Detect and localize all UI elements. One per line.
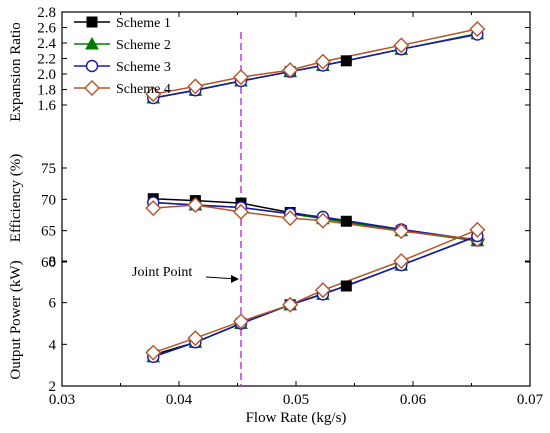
data-point-panel2-scheme1 — [340, 215, 352, 227]
y-axis-title: Output Power (kW) — [8, 260, 24, 379]
legend-label: Scheme 1 — [116, 16, 171, 31]
joint-point-label: Joint Point — [132, 265, 192, 280]
y-axis-title: Expansion Ratio — [8, 22, 24, 122]
data-point-panel1-scheme4 — [233, 69, 249, 86]
series-line-panel1-scheme3 — [153, 33, 478, 99]
data-point-panel1-scheme4 — [393, 37, 410, 54]
data-point-panel1-scheme4 — [282, 62, 299, 79]
legend-label: Scheme 3 — [116, 60, 171, 75]
y-tick-label: 4 — [49, 337, 57, 353]
data-point-panel1-scheme4 — [469, 21, 486, 38]
data-point-panel3-scheme4 — [314, 282, 331, 299]
data-point-panel2-scheme4 — [314, 212, 331, 229]
y-tick-label: 1.8 — [37, 83, 56, 99]
y-tick-label: 2.4 — [37, 36, 56, 52]
legend-marker — [84, 80, 100, 96]
data-point-panel1-scheme1 — [340, 55, 352, 67]
y-tick-label: 65 — [41, 224, 56, 240]
data-point-panel3-scheme4 — [469, 221, 486, 238]
y-axis-title: Efficiency (%) — [8, 154, 24, 242]
data-point-panel2-scheme4 — [393, 223, 410, 240]
legend-label: Scheme 2 — [116, 38, 171, 53]
data-point-panel3-scheme1 — [340, 280, 352, 292]
x-tick-label: 0.06 — [400, 392, 427, 408]
legend-marker — [86, 16, 98, 28]
data-point-panel2-scheme4 — [145, 200, 162, 217]
legend-marker — [85, 36, 99, 50]
y-tick-label: 2 — [49, 379, 57, 395]
data-point-panel3-scheme4 — [145, 344, 162, 361]
x-tick-label: 0.04 — [166, 392, 193, 408]
data-point-panel3-scheme4 — [233, 313, 249, 330]
data-point-panel2-scheme4 — [187, 196, 204, 213]
data-point-panel1-scheme4 — [187, 78, 204, 95]
data-point-panel1-scheme4 — [314, 53, 331, 70]
y-tick-label: 1.6 — [37, 98, 56, 114]
y-tick-label: 6 — [49, 296, 57, 312]
y-tick-label: 2.6 — [37, 21, 56, 37]
y-tick-label: 70 — [41, 192, 56, 208]
y-tick-label: 2.0 — [37, 67, 56, 83]
y-tick-label: 75 — [41, 161, 56, 177]
y-tick-label: 8 — [49, 254, 57, 270]
x-tick-label: 0.03 — [49, 392, 75, 408]
y-tick-label: 2.8 — [37, 5, 56, 21]
data-point-panel2-scheme4 — [282, 210, 299, 227]
data-point-panel3-scheme4 — [282, 296, 299, 313]
x-tick-label: 0.05 — [283, 392, 309, 408]
y-tick-label: 2.2 — [37, 52, 56, 68]
joint-point-arrowhead — [231, 275, 240, 283]
x-tick-label: 0.07 — [517, 392, 544, 408]
series-line-panel3-scheme4 — [153, 229, 478, 354]
legend-marker — [85, 59, 99, 73]
data-point-panel3-scheme4 — [187, 330, 204, 347]
data-point-panel3-scheme4 — [393, 253, 410, 269]
data-point-panel1-scheme4 — [145, 86, 162, 103]
x-axis-title: Flow Rate (kg/s) — [246, 410, 347, 426]
legend-label: Scheme 4 — [116, 82, 171, 97]
data-point-panel2-scheme4 — [233, 203, 249, 220]
y-tick-label: 60 — [41, 255, 56, 271]
